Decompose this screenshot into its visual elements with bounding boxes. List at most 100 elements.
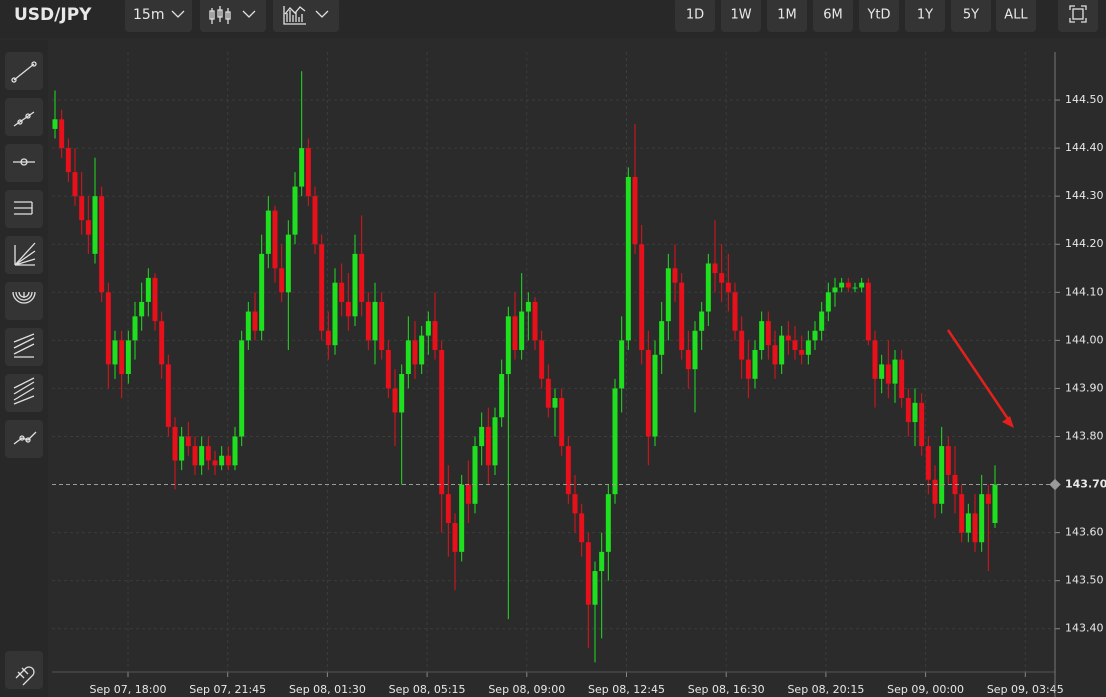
candle: [345, 273, 351, 331]
candle-body: [679, 282, 685, 350]
y-tick-label: 144.30: [1065, 189, 1104, 202]
candle-body: [639, 244, 645, 350]
range-button[interactable]: 1D: [675, 0, 715, 32]
range-button[interactable]: YtD: [859, 0, 899, 32]
chart-type-dropdown[interactable]: [200, 0, 266, 32]
button-bg: [5, 190, 43, 228]
candle: [719, 244, 725, 302]
interval-dropdown[interactable]: 15m: [125, 0, 192, 32]
candle-body: [512, 316, 518, 350]
range-label: 6M: [823, 8, 843, 23]
y-tick-label: 144.20: [1065, 237, 1104, 250]
candle-body: [852, 287, 858, 289]
candle: [712, 220, 718, 293]
range-button[interactable]: 1M: [767, 0, 807, 32]
candle: [392, 369, 398, 447]
candle: [172, 417, 178, 490]
tool-button[interactable]: [5, 52, 43, 90]
candle-body: [392, 388, 398, 413]
candle-body: [112, 340, 118, 365]
candle: [572, 474, 578, 533]
candle-body: [572, 494, 578, 514]
button-bg: [5, 98, 43, 136]
tool-button[interactable]: [5, 282, 43, 320]
candle-body: [185, 436, 191, 447]
candle: [352, 234, 358, 326]
candle: [325, 311, 331, 360]
candle: [439, 340, 445, 533]
candle-body: [525, 301, 531, 312]
candle-body: [199, 446, 205, 466]
range-label: YtD: [866, 8, 890, 23]
candle-body: [652, 354, 658, 437]
candle: [959, 484, 965, 543]
candle-body: [279, 268, 285, 293]
candle: [92, 157, 98, 264]
candle-body: [692, 330, 698, 370]
candle: [299, 71, 305, 197]
y-tick-label: 144.40: [1065, 141, 1104, 154]
candle: [425, 311, 431, 355]
tool-icon: [13, 377, 35, 405]
candle-body: [665, 268, 671, 322]
candle: [279, 244, 285, 302]
candle-body: [539, 340, 545, 379]
candle-body: [765, 321, 771, 346]
candle-body: [405, 340, 411, 375]
candle-body: [972, 513, 978, 543]
candle: [525, 292, 531, 341]
candle: [499, 359, 505, 427]
candle: [492, 407, 498, 475]
button-bg: [951, 0, 991, 32]
candle: [645, 330, 651, 466]
candle: [559, 388, 565, 456]
candle: [105, 282, 111, 389]
candle-body: [445, 494, 451, 524]
range-button[interactable]: 1W: [721, 0, 761, 32]
candle: [859, 277, 865, 293]
candle: [265, 196, 271, 269]
button-bg: [5, 144, 43, 182]
range-button[interactable]: 6M: [813, 0, 853, 32]
candle-body: [592, 571, 598, 605]
candle-body: [312, 196, 318, 245]
candle-body: [685, 349, 691, 370]
range-button[interactable]: ALL: [996, 0, 1036, 32]
candle: [965, 503, 971, 543]
candle-body: [545, 378, 551, 408]
candle-body: [992, 484, 998, 524]
candle: [685, 330, 691, 389]
candle-body: [959, 494, 965, 533]
tool-button[interactable]: [5, 328, 43, 366]
candle: [939, 426, 945, 514]
tool-button[interactable]: [5, 420, 43, 458]
candle: [219, 446, 225, 471]
x-tick-label: Sep 08, 12:45: [588, 683, 665, 696]
candle-body: [412, 340, 418, 365]
candle-body: [339, 282, 345, 302]
tool-button[interactable]: [5, 98, 43, 136]
button-bg: [721, 0, 761, 32]
magnet-tool[interactable]: [5, 651, 43, 689]
candle: [339, 263, 345, 317]
range-button[interactable]: 1Y: [905, 0, 945, 32]
candle-body: [425, 321, 431, 336]
candle: [972, 494, 978, 552]
tool-button[interactable]: [5, 374, 43, 412]
candle: [919, 393, 925, 456]
x-tick-label: Sep 08, 09:00: [488, 683, 565, 696]
interval: 15m: [133, 7, 164, 23]
candle-body: [559, 398, 565, 447]
candle: [199, 436, 205, 475]
candle: [785, 321, 791, 355]
candle: [445, 465, 451, 557]
range-button[interactable]: 5Y: [951, 0, 991, 32]
tool-button[interactable]: [5, 190, 43, 228]
fullscreen-button[interactable]: [1058, 0, 1098, 32]
indicators-dropdown[interactable]: [273, 0, 339, 32]
candle-body: [219, 455, 225, 466]
tool-button[interactable]: [5, 144, 43, 182]
candle: [292, 172, 298, 245]
range-buttons: 1D 1W 1M 6M YtD 1Y 5Y ALL: [675, 0, 1036, 32]
tool-button[interactable]: [5, 236, 43, 274]
